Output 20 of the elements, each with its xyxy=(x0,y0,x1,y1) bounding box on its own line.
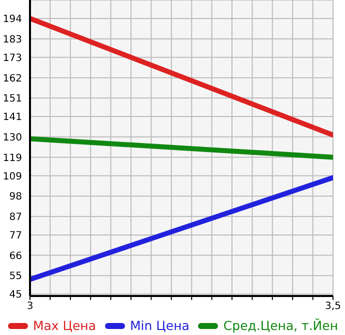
y-tick-label: 183 xyxy=(2,34,22,46)
legend-label: Сред.Цена, т.Йен xyxy=(222,318,338,333)
legend-label: Min Цена xyxy=(129,318,190,333)
y-tick-label: 162 xyxy=(2,73,22,84)
y-tick-label: 87 xyxy=(9,212,22,223)
y-tick-label: 119 xyxy=(2,152,22,164)
y-tick-label: 55 xyxy=(9,271,22,282)
y-tick-label: 130 xyxy=(2,132,22,144)
y-tick-label: 109 xyxy=(2,171,22,182)
x-tick-label: 3,5 xyxy=(325,301,341,312)
y-tick-label: 77 xyxy=(9,230,22,242)
x-tick-label: 3 xyxy=(26,301,34,312)
y-tick-label: 173 xyxy=(2,52,22,64)
y-tick-label: 141 xyxy=(2,112,22,124)
legend-label: Max Цена xyxy=(32,318,96,333)
y-tick-label: 194 xyxy=(2,14,22,26)
y-tick-label: 66 xyxy=(9,250,22,262)
y-tick-label: 45 xyxy=(9,290,22,301)
y-tick-label: 151 xyxy=(2,94,22,105)
y-tick-label: 98 xyxy=(9,192,22,203)
